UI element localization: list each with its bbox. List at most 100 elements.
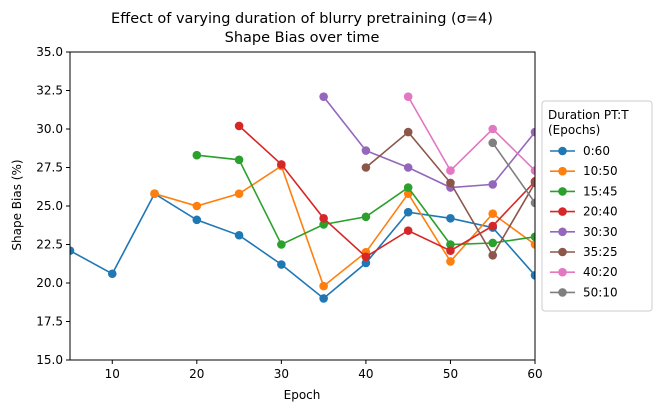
data-point bbox=[192, 215, 202, 225]
data-point bbox=[488, 138, 498, 148]
series-line bbox=[407, 96, 535, 172]
legend-label: 0:60 bbox=[583, 144, 610, 158]
y-tick-label: 25.0 bbox=[36, 199, 63, 213]
x-tick-label: 50 bbox=[443, 367, 458, 381]
legend-marker bbox=[558, 247, 567, 257]
data-point bbox=[446, 246, 455, 255]
data-point bbox=[107, 269, 117, 279]
y-tick-label: 22.5 bbox=[36, 238, 63, 252]
legend: Duration PT:T (Epochs) 0:60 10:50 15:45 20:… bbox=[541, 100, 653, 312]
data-point bbox=[488, 250, 498, 260]
legend-label: 30:30 bbox=[583, 225, 618, 239]
data-point bbox=[70, 246, 75, 255]
data-point bbox=[446, 166, 455, 175]
series-line bbox=[70, 192, 535, 300]
series-0-60 bbox=[70, 189, 535, 303]
legend-label: 50:10 bbox=[583, 285, 618, 299]
data-point bbox=[192, 201, 202, 211]
legend-item: 10:50 bbox=[550, 164, 618, 178]
series-15-45 bbox=[192, 150, 535, 249]
data-point bbox=[530, 178, 535, 188]
data-point bbox=[530, 232, 535, 242]
legend-marker bbox=[558, 187, 567, 196]
legend-label: 35:25 bbox=[583, 245, 618, 259]
data-point bbox=[403, 183, 413, 192]
data-point bbox=[446, 214, 455, 223]
y-tick-label: 27.5 bbox=[36, 161, 63, 175]
data-point bbox=[150, 189, 159, 198]
x-tick-label: 40 bbox=[358, 367, 373, 381]
series-10-50 bbox=[150, 161, 535, 291]
legend-marker bbox=[558, 267, 567, 277]
data-point bbox=[530, 198, 535, 208]
data-point bbox=[319, 214, 328, 223]
legend-marker bbox=[558, 146, 567, 156]
data-point bbox=[488, 238, 498, 248]
y-tick-label: 35.0 bbox=[36, 45, 63, 59]
series-line bbox=[238, 125, 535, 258]
chart-title-line2: Shape Bias over time bbox=[225, 30, 380, 46]
y-tick-label: 20.0 bbox=[36, 276, 63, 290]
legend-item: 35:25 bbox=[550, 245, 618, 259]
legend-title-line1: Duration PT:T bbox=[548, 108, 629, 122]
plot-area bbox=[70, 92, 535, 303]
series-30-30 bbox=[319, 92, 535, 192]
data-point bbox=[446, 240, 455, 249]
x-tick-label: 60 bbox=[527, 367, 542, 381]
data-point bbox=[361, 252, 371, 262]
x-tick-label: 10 bbox=[105, 367, 120, 381]
y-tick-label: 30.0 bbox=[36, 122, 63, 136]
legend-marker bbox=[558, 207, 567, 216]
legend-label: 40:20 bbox=[583, 265, 618, 279]
series-line bbox=[492, 142, 535, 204]
data-point bbox=[319, 220, 328, 229]
x-tick-label: 30 bbox=[274, 367, 289, 381]
legend-item: 50:10 bbox=[550, 285, 618, 299]
series-35-25 bbox=[361, 127, 535, 260]
series-50-10 bbox=[488, 138, 535, 208]
series-line bbox=[365, 130, 535, 257]
data-point bbox=[234, 230, 244, 240]
data-point bbox=[277, 260, 286, 269]
chart-title-line1: Effect of varying duration of blurry pre… bbox=[111, 11, 493, 27]
data-point bbox=[403, 127, 413, 137]
data-point bbox=[488, 209, 498, 218]
data-point bbox=[403, 92, 413, 101]
legend-marker bbox=[558, 166, 567, 176]
series-40-20 bbox=[403, 92, 535, 175]
data-point bbox=[361, 163, 371, 172]
legend-label: 15:45 bbox=[583, 184, 618, 198]
data-point bbox=[488, 124, 498, 134]
data-point bbox=[446, 257, 455, 266]
data-point bbox=[530, 271, 535, 280]
data-point bbox=[403, 207, 413, 217]
y-axis-label: Shape Bias (%) bbox=[10, 159, 24, 250]
data-point bbox=[530, 127, 535, 137]
series-line bbox=[322, 96, 535, 189]
legend-marker bbox=[558, 227, 567, 237]
legend-item: 30:30 bbox=[550, 225, 618, 239]
data-point bbox=[319, 281, 328, 291]
data-point bbox=[361, 212, 371, 222]
legend-item: 15:45 bbox=[550, 184, 618, 198]
data-point bbox=[234, 155, 244, 165]
data-point bbox=[361, 146, 371, 155]
legend-item: 40:20 bbox=[550, 265, 618, 279]
data-point bbox=[403, 226, 413, 235]
legend-label: 10:50 bbox=[583, 164, 618, 178]
legend-box bbox=[541, 100, 653, 312]
data-point bbox=[361, 258, 371, 268]
data-point bbox=[530, 240, 535, 249]
data-point bbox=[488, 180, 498, 189]
data-point bbox=[488, 221, 498, 231]
data-point bbox=[234, 189, 244, 198]
data-point bbox=[234, 121, 244, 131]
data-point bbox=[277, 240, 286, 249]
legend-title-line2: (Epochs) bbox=[548, 123, 600, 137]
data-point bbox=[192, 150, 202, 160]
y-tick-label: 32.5 bbox=[36, 84, 63, 98]
data-point bbox=[277, 160, 286, 169]
legend-item: 20:40 bbox=[550, 205, 618, 219]
